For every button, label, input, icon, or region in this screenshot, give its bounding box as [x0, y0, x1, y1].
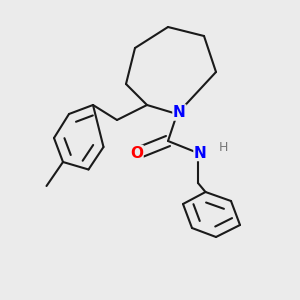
Text: H: H: [219, 141, 228, 154]
Text: N: N: [173, 105, 186, 120]
Text: O: O: [130, 146, 143, 160]
Text: N: N: [194, 146, 207, 160]
